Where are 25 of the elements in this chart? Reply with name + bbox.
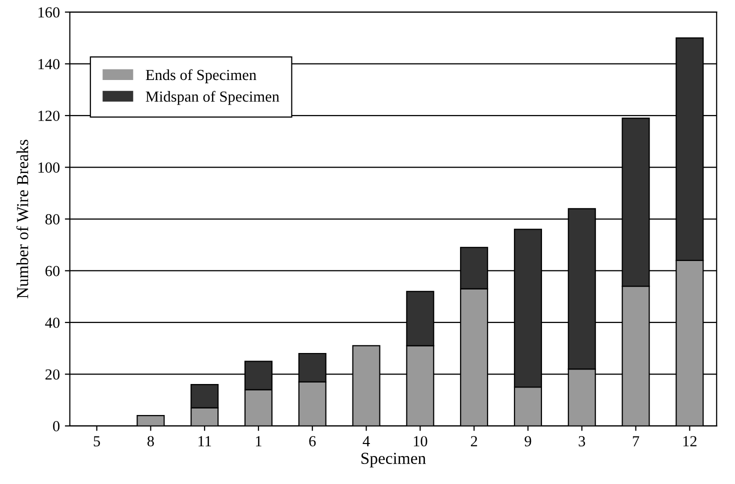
x-tick-label: 1: [256, 436, 262, 446]
y-tick-label: 100: [38, 162, 60, 173]
x-tick-label: 2: [470, 436, 478, 446]
x-tick-label: 10: [414, 436, 428, 446]
x-tick-label: 5: [94, 436, 100, 446]
y-tick-label: 80: [45, 214, 60, 224]
y-tick-label: 20: [45, 369, 60, 380]
x-tick-label: 3: [578, 436, 586, 446]
y-axis-title: Number of Wire Breaks: [16, 140, 28, 298]
x-axis-title: Specimen: [361, 452, 426, 468]
x-tick-label: 11: [198, 436, 212, 446]
y-tick-label: 140: [38, 58, 60, 70]
x-tick-label: 6: [309, 436, 316, 446]
x-tick-label: 7: [632, 436, 640, 446]
legend-label: Midspan of Specimen: [146, 90, 280, 105]
x-tick-label: 9: [524, 436, 532, 446]
y-tick-label: 60: [45, 266, 60, 276]
legend-label: Ends of Specimen: [146, 69, 256, 84]
x-tick-label: 4: [362, 436, 370, 446]
y-tick-label: 120: [38, 110, 60, 122]
x-tick-label: 8: [147, 436, 154, 446]
x-tick-label: 12: [683, 436, 696, 446]
y-tick-label: 0: [53, 421, 60, 432]
y-tick-label: 160: [38, 7, 60, 18]
y-tick-label: 40: [45, 318, 60, 328]
